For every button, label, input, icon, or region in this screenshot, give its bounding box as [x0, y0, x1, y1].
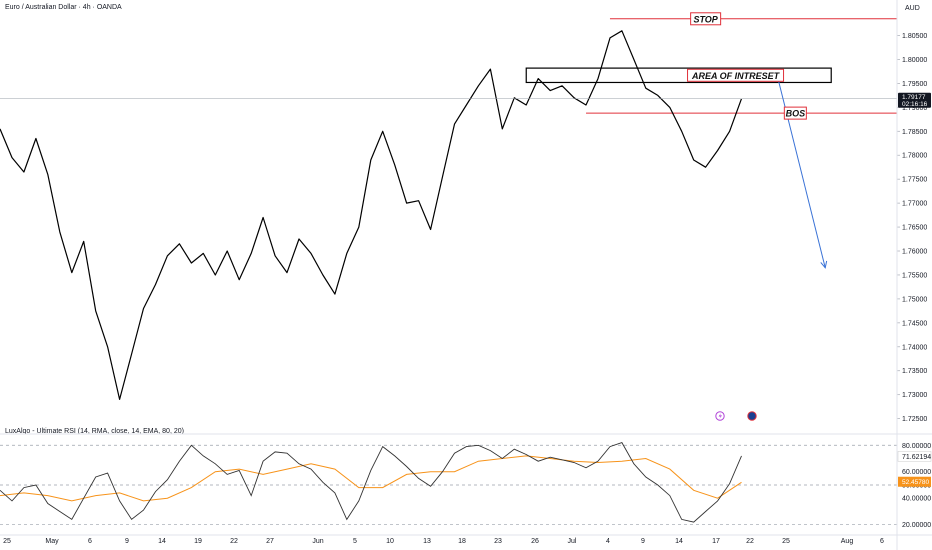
price-tick-label: 1.74000: [902, 344, 927, 351]
time-axis[interactable]: 25 May 6 9 14 19 22 27 Jun 5 10 13 18 23 26 Jul 4 9 14 17 22…: [3, 538, 884, 545]
time-tick-label: Jun: [312, 538, 323, 545]
flash-icon-glyph: [718, 413, 722, 419]
chart-title: Euro / Australian Dollar · 4h · OANDA: [5, 4, 122, 11]
time-tick-label: 26: [531, 538, 539, 545]
price-tick-label: 1.77500: [902, 177, 927, 184]
time-tick-label: 9: [125, 538, 129, 545]
time-tick-label: 18: [458, 538, 466, 545]
rsi-tick-label: 60.00000: [902, 469, 931, 476]
area-of-interest-label: AREA OF INTRESET: [691, 71, 781, 81]
stop-annotation[interactable]: STOP: [690, 12, 722, 26]
area-of-interest-annotation[interactable]: AREA OF INTRESET: [687, 68, 785, 82]
price-tick-label: 1.75000: [902, 296, 927, 303]
rsi-tick-label: 20.00000: [902, 522, 931, 529]
time-tick-label: 22: [230, 538, 238, 545]
time-tick-label: Jul: [568, 538, 577, 545]
price-line: [0, 30, 743, 400]
rsi-value-pill: [897, 451, 932, 462]
annotations-layer: STOP AREA OF INTRESET BOS: [687, 12, 807, 120]
rsi-tick-label: 80.00000: [902, 443, 931, 450]
stop-label: STOP: [693, 14, 718, 24]
bos-label: BOS: [786, 109, 806, 119]
price-tick-label: 1.79000: [902, 105, 927, 112]
price-tick-label: 1.78000: [902, 153, 927, 160]
area-label-box: [687, 68, 785, 82]
time-tick-label: 14: [675, 538, 683, 545]
rsi-line: [0, 442, 742, 523]
time-tick-label: May: [45, 538, 59, 545]
time-tick-label: 9: [641, 538, 645, 545]
price-tick-label: 1.74500: [902, 320, 927, 327]
time-tick-label: 23: [494, 538, 502, 545]
price-axis[interactable]: 1.80500 1.80000 1.79500 1.79000 1.78500 1.780…: [897, 33, 927, 423]
rsi-value-badges: 71.62194 52.45780: [897, 451, 932, 487]
time-tick-label: Aug: [841, 538, 854, 545]
time-tick-label: 6: [88, 538, 92, 545]
signal-value: 52.45780: [902, 479, 929, 486]
current-price-value: 1.79177: [902, 94, 926, 101]
time-tick-label: 6: [880, 538, 884, 545]
bos-label-box: [783, 106, 807, 120]
current-price-badge: 1.79177 02:16:16: [898, 92, 931, 108]
price-tick-label: 1.75500: [902, 272, 927, 279]
time-tick-label: 22: [746, 538, 754, 545]
bos-annotation[interactable]: BOS: [783, 106, 807, 120]
price-tick-label: 1.76500: [902, 225, 927, 232]
rsi-signal-line: [0, 455, 742, 502]
bar-countdown: 02:16:16: [902, 101, 928, 108]
time-tick-label: 25: [3, 538, 11, 545]
time-tick-label: 5: [353, 538, 357, 545]
price-tick-label: 1.77000: [902, 201, 927, 208]
price-tick-label: 1.73000: [902, 392, 927, 399]
price-tick-label: 1.80000: [902, 57, 927, 64]
current-price-pill: [898, 92, 931, 108]
price-tick-label: 1.79500: [902, 81, 927, 88]
time-tick-label: 25: [782, 538, 790, 545]
projection-arrowhead: [820, 260, 828, 269]
flag-icon[interactable]: [747, 411, 757, 421]
rsi-title: LuxAlgo - Ultimate RSI (14, RMA, close, …: [5, 428, 184, 435]
time-tick-label: 10: [386, 538, 394, 545]
time-tick-label: 27: [266, 538, 274, 545]
price-tick-label: 1.78500: [902, 129, 927, 136]
price-tick-label: 1.76000: [902, 249, 927, 256]
rsi-value: 71.62194: [902, 454, 931, 461]
time-tick-label: 17: [712, 538, 720, 545]
rsi-panel: [0, 442, 897, 526]
signal-value-pill: [898, 476, 931, 487]
price-tick-label: 1.73500: [902, 368, 927, 375]
price-tick-label: 1.72500: [902, 416, 927, 423]
time-tick-label: 4: [606, 538, 610, 545]
rsi-tick-label: 40.00000: [902, 496, 931, 503]
time-tick-label: 13: [423, 538, 431, 545]
area-of-interest-zone: [525, 67, 832, 84]
stop-label-box: [690, 12, 722, 26]
indicator-icons: [715, 411, 757, 421]
price-tick-label: 1.80500: [902, 33, 927, 40]
currency-label: AUD: [905, 5, 920, 12]
time-tick-label: 19: [194, 538, 202, 545]
time-tick-label: 14: [158, 538, 166, 545]
